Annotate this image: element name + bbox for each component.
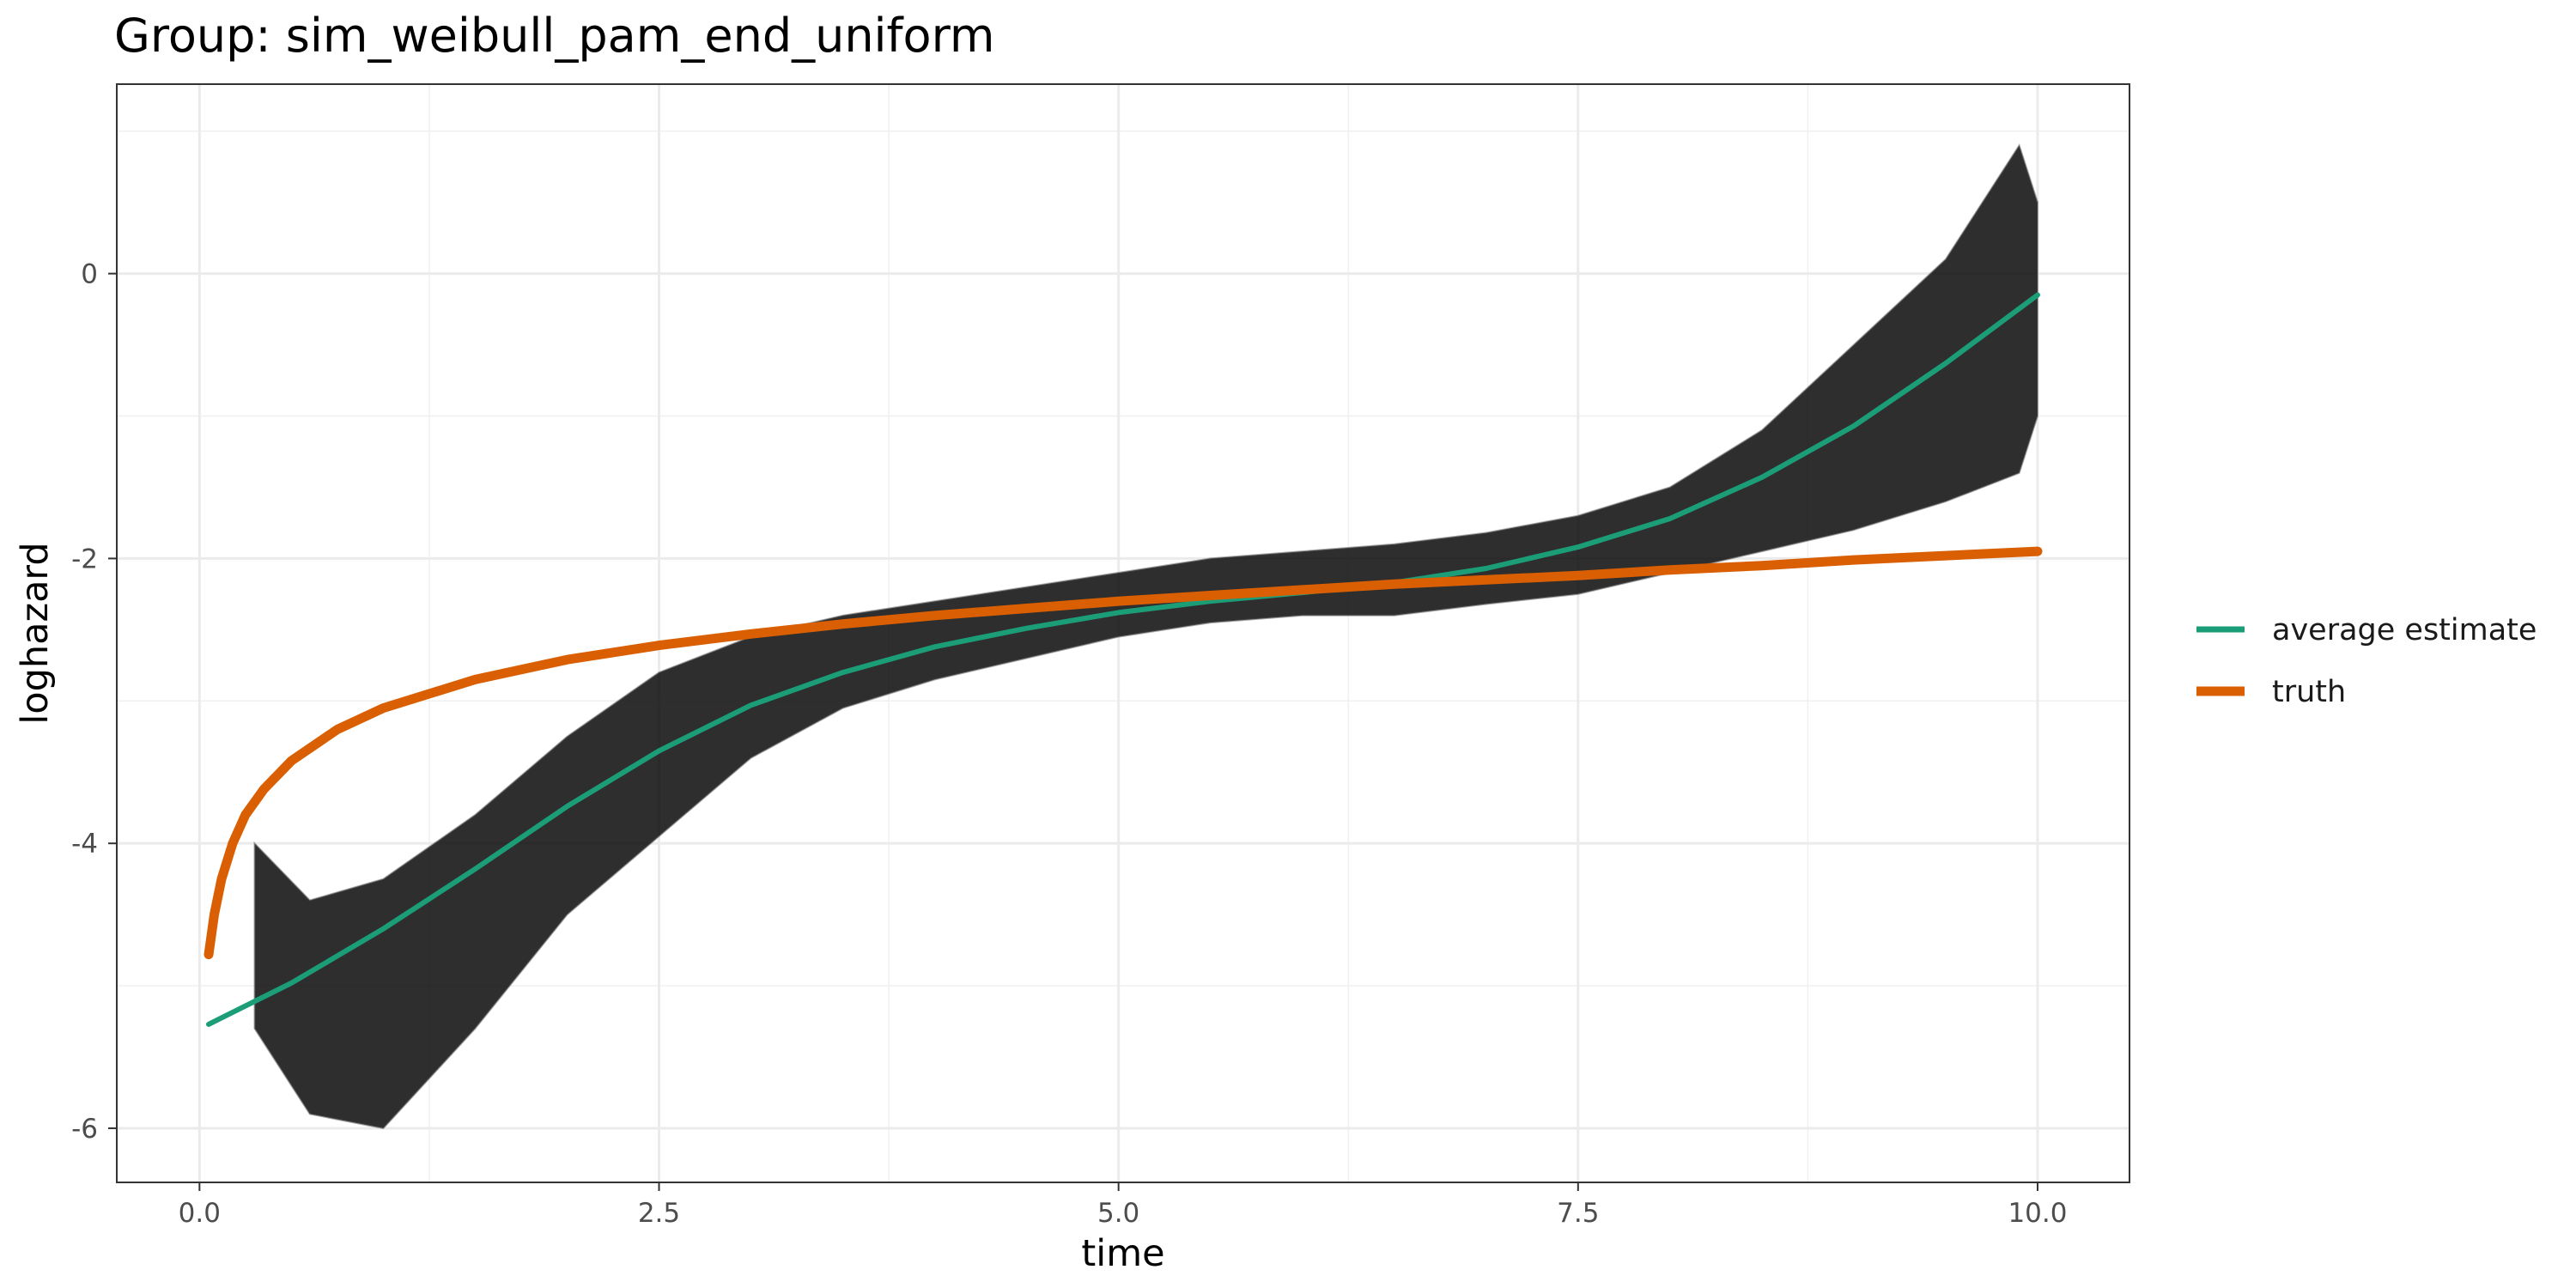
- estimate-band-area: [253, 143, 2038, 1130]
- x-axis-title: time: [1081, 1232, 1164, 1275]
- x-tick-label: 2.5: [638, 1198, 680, 1229]
- x-tick-label: 10.0: [2008, 1198, 2067, 1229]
- y-tick-label: -2: [71, 544, 98, 574]
- y-axis-title: loghazard: [14, 542, 57, 724]
- x-axis: 0.0 2.5 5.0 7.5 10.0: [179, 1182, 2067, 1229]
- x-tick-label: 7.5: [1557, 1198, 1599, 1229]
- series-line-average-estimate: [206, 292, 2040, 1027]
- legend-label: truth: [2272, 675, 2346, 709]
- legend: average estimate truth: [2196, 613, 2537, 709]
- legend-label: average estimate: [2272, 613, 2537, 647]
- y-axis: -6 -4 -2 0: [71, 259, 117, 1145]
- x-tick-label: 0.0: [179, 1198, 221, 1229]
- y-tick-label: -4: [71, 829, 98, 860]
- panel-border: [116, 83, 2130, 1183]
- y-tick-label: -6: [71, 1114, 98, 1145]
- y-tick-label: 0: [81, 259, 98, 290]
- chart-title: Group: sim_weibull_pam_end_uniform: [114, 9, 994, 63]
- series-line-truth: [204, 546, 2043, 960]
- series-lines: [204, 292, 2043, 1027]
- x-tick-label: 5.0: [1097, 1198, 1139, 1229]
- estimate-band: [253, 143, 2038, 1130]
- plot-panel: [116, 83, 2130, 1183]
